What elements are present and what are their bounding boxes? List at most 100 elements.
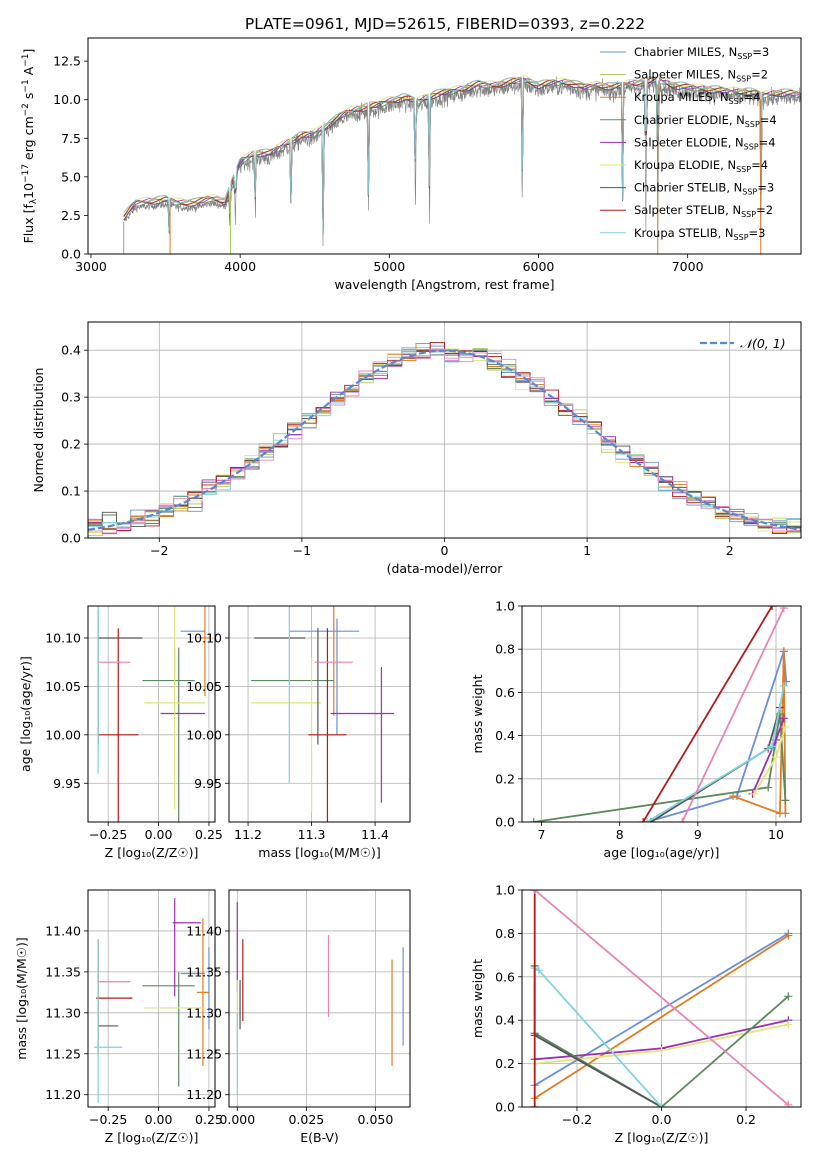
axes-frame	[87, 321, 802, 539]
mass-weight-vs-Z-panel: −0.2 0.0 0.2 0.0 0.2 0.4 0.6 0.8 1.0 Z [log₁₀(Z/Z…	[470, 883, 802, 1145]
data-point-marker	[779, 647, 788, 656]
axes-frame	[228, 605, 411, 823]
data-point-marker	[779, 606, 788, 613]
histogram-panel: −2 −1 0 1 2 0.0 0.1 0.2 0.3 0.4 (data-model)/error…	[31, 321, 802, 576]
x-tick-label: 6000	[523, 259, 555, 274]
age-vs-mass-plot-area	[251, 606, 395, 822]
x-tick-label: 0.25	[195, 827, 223, 842]
axes-frame	[87, 37, 802, 255]
y-tick-label: 0.4	[495, 728, 515, 743]
y-axis-label: Normed distribution	[31, 368, 46, 493]
y-tick-label: 11.35	[45, 964, 81, 979]
x-tick-label: 5000	[373, 259, 405, 274]
y-tick-label: 10.10	[45, 630, 81, 645]
data-point-marker	[781, 722, 790, 731]
y-tick-label: 2.5	[61, 208, 81, 223]
y-tick-label: 12.5	[53, 54, 81, 69]
x-tick-label: −1	[293, 543, 311, 558]
y-tick-label: 10.05	[186, 679, 222, 694]
data-point-marker	[784, 992, 793, 1001]
y-tick-label: 11.35	[186, 964, 222, 979]
y-axis-label: mass [log₁₀(M/M☉)]	[14, 937, 29, 1059]
data-point-marker	[781, 796, 790, 805]
spectrum-legend: Chabrier MILES, NSSP=3 Salpeter MILES, NS…	[600, 45, 777, 242]
spectrum-plot-area	[123, 74, 801, 254]
x-tick-label: 0.025	[288, 1112, 324, 1127]
x-tick-label: 0.00	[145, 827, 173, 842]
x-axis-label: (data-model)/error	[387, 561, 504, 576]
data-point-marker	[639, 818, 648, 822]
y-tick-label: 0.0	[61, 247, 81, 262]
y-tick-label: 0.0	[61, 531, 81, 546]
x-tick-label: 11.4	[361, 827, 389, 842]
x-tick-label: 0.050	[358, 1112, 394, 1127]
data-point-marker	[784, 931, 793, 940]
mass-weight-vs-age-plot-area	[529, 606, 791, 822]
x-tick-label: 7	[538, 827, 546, 842]
data-point-marker	[781, 809, 790, 818]
x-tick-label: 10	[768, 827, 784, 842]
data-point-marker	[530, 1103, 539, 1107]
y-tick-label: 7.5	[61, 131, 81, 146]
y-tick-label: 0.1	[61, 484, 81, 499]
x-tick-label: −0.25	[89, 1112, 127, 1127]
data-point-marker	[784, 1020, 793, 1029]
x-axis-label: E(B-V)	[300, 1130, 339, 1145]
y-tick-label: 0.2	[495, 771, 515, 786]
series-line	[642, 606, 773, 822]
y-tick-label: 11.25	[45, 1046, 81, 1061]
data-point-marker	[530, 890, 539, 894]
y-tick-label: 0.0	[495, 815, 515, 830]
y-tick-label: 1.0	[495, 599, 515, 614]
y-axis-label: mass weight	[470, 959, 485, 1038]
legend-entry: Chabrier ELODIE, NSSP=4	[634, 113, 777, 129]
legend-entry: Kroupa MILES, NSSP=4	[634, 90, 760, 106]
x-tick-label: −0.25	[89, 827, 127, 842]
x-tick-label: 0.00	[145, 1112, 173, 1127]
x-tick-label: 11.3	[298, 827, 326, 842]
age-vs-Z-panel: −0.25 0.00 0.25 9.95 10.00 10.05 10.10 Z [log₁₀…	[18, 605, 223, 860]
x-tick-label: −2	[150, 543, 168, 558]
y-tick-label: 0.8	[495, 926, 515, 941]
x-axis-label: age [log₁₀(age/yr)]	[604, 845, 720, 860]
series-line	[533, 713, 787, 822]
x-tick-label: 0.2	[736, 1112, 756, 1127]
histogram-step	[88, 348, 801, 534]
series-line	[534, 934, 789, 1100]
y-tick-label: 9.95	[53, 776, 81, 791]
x-tick-label: 0.000	[219, 1112, 255, 1127]
x-axis-label: Z [log₁₀(Z/Z☉)]	[615, 1130, 709, 1145]
x-tick-label: 2	[726, 543, 734, 558]
y-tick-label: 0.4	[495, 1013, 515, 1028]
histogram-plot-area	[88, 341, 801, 537]
series-line	[646, 651, 788, 822]
y-tick-label: 11.20	[45, 1087, 81, 1102]
data-point-marker	[779, 681, 788, 690]
mass-vs-Z-panel: −0.25 0.00 0.25 11.20 11.25 11.30 11.35 11.40 Z …	[14, 889, 223, 1145]
mass-weight-vs-Z-plot-area	[530, 890, 793, 1107]
x-axis-label: Z [log₁₀(Z/Z☉)]	[105, 845, 199, 860]
series-line	[534, 995, 789, 1107]
y-tick-label: 0.2	[495, 1056, 515, 1071]
y-tick-label: 11.30	[45, 1005, 81, 1020]
y-tick-label: 0.4	[61, 343, 81, 358]
y-tick-label: 11.25	[186, 1046, 222, 1061]
y-tick-label: 0.8	[495, 642, 515, 657]
x-tick-label: 1	[583, 543, 591, 558]
data-point-marker	[771, 753, 780, 762]
x-tick-label: 0	[441, 543, 449, 558]
y-tick-label: 0.6	[495, 969, 515, 984]
x-tick-label: 0.0	[652, 1112, 672, 1127]
legend-entry: Salpeter STELIB, NSSP=2	[634, 203, 773, 219]
age-vs-Z-plot-area	[97, 606, 211, 822]
y-tick-label: 11.40	[45, 923, 81, 938]
x-tick-label: 8	[616, 827, 624, 842]
y-tick-label: 10.05	[45, 679, 81, 694]
legend-entry: 𝒩(0, 1)	[740, 336, 786, 351]
figure-title: PLATE=0961, MJD=52615, FIBERID=0393, z=0…	[245, 15, 645, 33]
mass-vs-EBV-panel: 0.000 0.025 0.050 11.20 11.25 11.30 11.35 11.40…	[186, 889, 411, 1145]
series-line	[681, 607, 785, 822]
legend-entry: Chabrier MILES, NSSP=3	[634, 45, 769, 61]
data-point-marker	[764, 783, 773, 792]
data-point-marker	[643, 818, 652, 822]
